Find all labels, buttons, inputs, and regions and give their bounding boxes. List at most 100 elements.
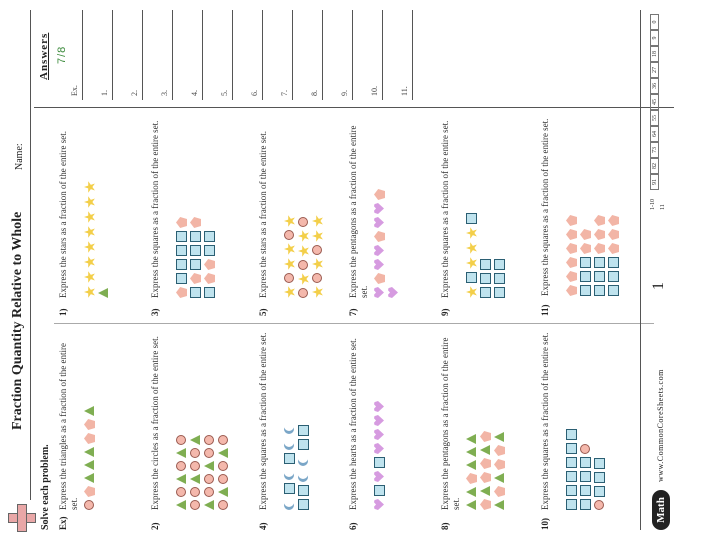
moon-shape bbox=[298, 469, 308, 479]
square-shape bbox=[580, 471, 591, 482]
square-shape bbox=[594, 271, 605, 282]
triangle-shape bbox=[176, 500, 186, 510]
pentagon-shape bbox=[566, 215, 577, 226]
problem-text: Express the hearts as a fraction of the … bbox=[348, 338, 358, 510]
square-shape bbox=[176, 245, 187, 256]
answer-label: 3. bbox=[160, 90, 169, 96]
triangle-shape bbox=[176, 474, 186, 484]
example-denominator: 8 bbox=[56, 46, 68, 53]
shape-set bbox=[480, 431, 491, 510]
triangle-shape bbox=[466, 487, 476, 497]
logo-plus-icon bbox=[8, 504, 36, 532]
star-shape bbox=[312, 230, 324, 242]
problem-number: 2) bbox=[150, 522, 160, 531]
answer-line[interactable] bbox=[352, 10, 353, 100]
answer-label: 9. bbox=[340, 90, 349, 96]
pentagon-shape bbox=[480, 458, 491, 469]
triangle-shape bbox=[204, 461, 214, 471]
heart-shape bbox=[374, 245, 384, 256]
shape-set bbox=[190, 217, 201, 298]
square-shape bbox=[566, 429, 577, 440]
answer-line[interactable] bbox=[412, 10, 413, 100]
square-shape bbox=[566, 471, 577, 482]
shape-set bbox=[176, 217, 187, 298]
square-shape bbox=[608, 271, 619, 282]
pentagon-shape bbox=[466, 473, 477, 484]
pentagon-shape bbox=[494, 459, 505, 470]
answer-line[interactable] bbox=[112, 10, 113, 100]
answer-line[interactable] bbox=[232, 10, 233, 100]
answer-label: 2. bbox=[130, 90, 139, 96]
pentagon-shape bbox=[594, 229, 605, 240]
score-cell: 91 bbox=[650, 174, 659, 190]
pentagon-shape bbox=[494, 486, 505, 497]
square-shape bbox=[608, 257, 619, 268]
circle-shape bbox=[204, 435, 214, 445]
answer-line[interactable] bbox=[382, 10, 383, 100]
pentagon-shape bbox=[204, 273, 215, 284]
problem-number: 9) bbox=[440, 308, 450, 317]
shape-set bbox=[594, 458, 605, 510]
shape-set bbox=[190, 435, 200, 510]
shape-set bbox=[466, 434, 477, 510]
problem-number: 5) bbox=[258, 308, 268, 317]
triangle-shape bbox=[204, 500, 214, 510]
shape-set bbox=[284, 421, 295, 510]
shape-set bbox=[388, 287, 398, 298]
score-cell: 55 bbox=[650, 110, 659, 126]
answer-line[interactable] bbox=[262, 10, 263, 100]
star-shape bbox=[84, 181, 96, 193]
answer-line[interactable] bbox=[142, 10, 143, 100]
square-shape bbox=[566, 485, 577, 496]
square-shape bbox=[284, 483, 295, 494]
triangle-shape bbox=[84, 447, 94, 457]
heart-shape bbox=[374, 415, 384, 426]
brand-label: Math bbox=[655, 497, 667, 523]
answer-label: 4. bbox=[190, 90, 199, 96]
triangle-shape bbox=[190, 435, 200, 445]
score-grid: 91 82 73 64 55 45 36 27 18 9 0 bbox=[650, 0, 659, 190]
circle-shape bbox=[312, 273, 322, 283]
answer-line[interactable] bbox=[202, 10, 203, 100]
star-shape bbox=[284, 243, 296, 255]
pentagon-shape bbox=[566, 229, 577, 240]
square-shape bbox=[204, 231, 215, 242]
triangle-shape bbox=[218, 487, 228, 497]
shape-set bbox=[204, 435, 214, 510]
square-shape bbox=[580, 271, 591, 282]
shape-set bbox=[374, 189, 385, 298]
answer-line[interactable] bbox=[172, 10, 173, 100]
square-shape bbox=[284, 453, 295, 464]
answer-label: 1. bbox=[100, 90, 109, 96]
square-shape bbox=[298, 499, 309, 510]
square-shape bbox=[466, 213, 477, 224]
circle-shape bbox=[176, 435, 186, 445]
star-shape bbox=[466, 257, 478, 269]
square-shape bbox=[494, 259, 505, 270]
square-shape bbox=[608, 285, 619, 296]
star-shape bbox=[298, 230, 310, 242]
score-cell: 82 bbox=[650, 158, 659, 174]
star-shape bbox=[84, 241, 96, 253]
moon-shape bbox=[284, 497, 294, 507]
square-shape bbox=[566, 443, 577, 454]
answer-line[interactable] bbox=[82, 10, 83, 100]
answer-column-divider bbox=[34, 107, 674, 108]
pentagon-shape bbox=[374, 231, 385, 242]
circle-shape bbox=[284, 273, 294, 283]
shape-set bbox=[480, 259, 491, 298]
score-range-a: 1-10 bbox=[650, 199, 656, 210]
star-shape bbox=[298, 273, 310, 285]
pentagon-shape bbox=[494, 445, 505, 456]
pentagon-shape bbox=[190, 217, 201, 228]
answer-line[interactable] bbox=[292, 10, 293, 100]
square-shape bbox=[580, 257, 591, 268]
problem-number: 3) bbox=[150, 308, 160, 317]
problem-number: 11) bbox=[540, 304, 550, 316]
star-shape bbox=[312, 215, 324, 227]
heart-shape bbox=[374, 471, 384, 482]
pentagon-shape bbox=[84, 433, 95, 444]
answer-line[interactable] bbox=[322, 10, 323, 100]
star-shape bbox=[84, 226, 96, 238]
triangle-shape bbox=[84, 460, 94, 470]
